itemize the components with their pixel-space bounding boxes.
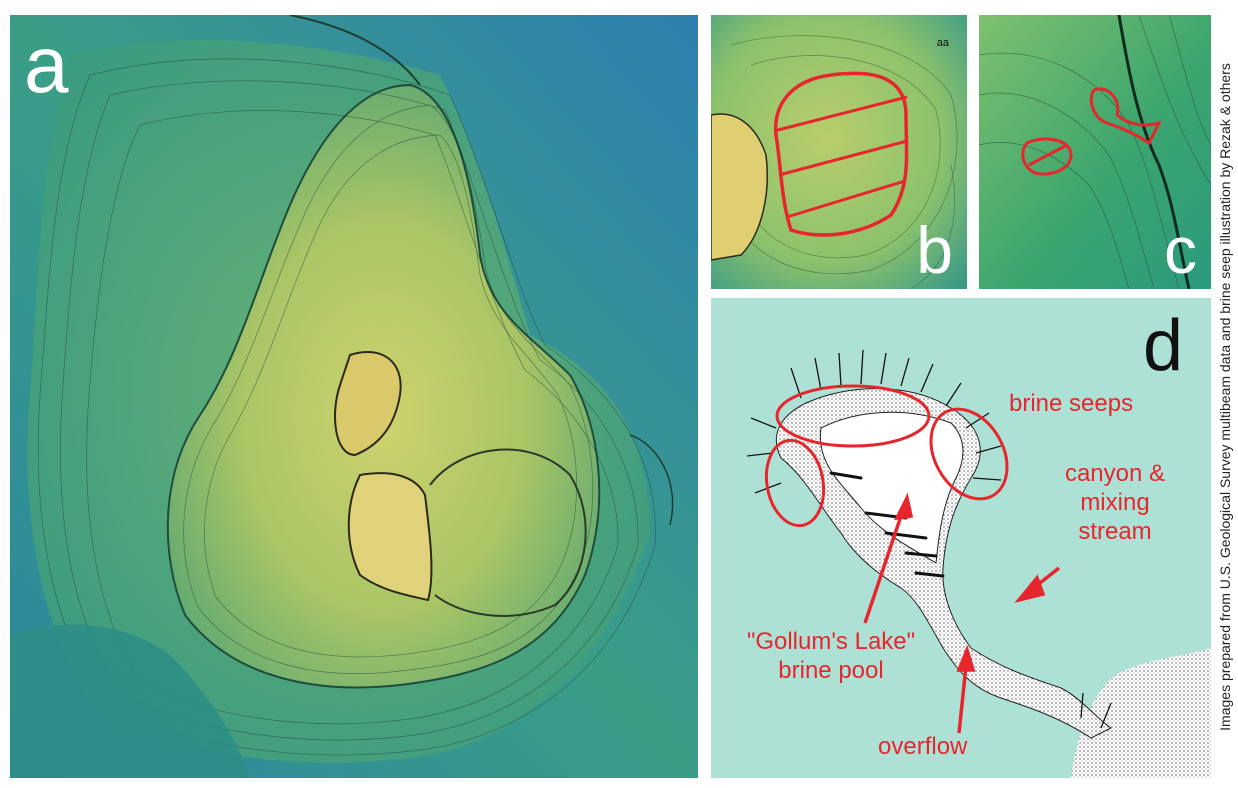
east-channel — [629, 434, 674, 526]
seep-circle-left — [764, 438, 826, 528]
panel-b-pool-closeup: aa b — [711, 15, 967, 289]
panel-c-letter: c — [1164, 213, 1197, 287]
label-canyon-line-1: canyon & — [1064, 460, 1166, 487]
panel-c-upper-outline — [1089, 87, 1162, 146]
pool-depression-rim — [429, 448, 587, 617]
image-credit-text: Images prepared from U.S. Geological Sur… — [1217, 62, 1233, 731]
label-canyon-line-3: stream — [1078, 517, 1152, 545]
north-scarp — [289, 15, 421, 86]
panel-b-pool-outline — [773, 71, 909, 237]
seafloor-stippled — [1071, 648, 1211, 778]
panel-c-lower-hatch — [1028, 143, 1068, 167]
panel-c-canyon-closeup: c — [979, 15, 1211, 289]
brine-pool-surface — [819, 411, 964, 564]
seep-circle-top — [775, 384, 931, 448]
panel-b-letter: b — [916, 213, 953, 287]
panel-c-canyon-wall — [1117, 15, 1191, 289]
rocky-outcrop-upper — [334, 350, 402, 457]
label-canyon-mixing-stream: canyon & mixing stream — [1035, 460, 1195, 546]
brine-pool-illustration — [711, 298, 1211, 778]
contour-lines — [37, 58, 656, 756]
panel-b-contours — [720, 35, 958, 289]
label-gollum-line-1: "Gollum's Lake" — [746, 628, 916, 655]
image-credit: Images prepared from U.S. Geological Sur… — [1214, 15, 1236, 778]
bathymetry-map-a — [10, 15, 698, 778]
panel-d-brine-seep-illustration: d brine seeps canyon & mixing stream "Go… — [711, 298, 1211, 778]
label-overflow: overflow — [878, 733, 968, 760]
panel-c-contours — [979, 15, 1211, 289]
panel-d-letter: d — [1142, 306, 1183, 386]
panel-c-lower-outline — [1021, 137, 1073, 176]
label-gollums-lake: "Gollum's Lake" brine pool — [711, 628, 961, 686]
label-brine-seeps: brine seeps — [1009, 390, 1134, 417]
panel-a-bathymetry-overview: a — [10, 15, 698, 778]
label-canyon-line-2: mixing — [1080, 488, 1150, 516]
seep-circle-right — [929, 407, 1009, 501]
panel-b-outcrop — [711, 113, 769, 261]
label-gollum-line-2: brine pool — [778, 656, 884, 684]
bathymetry-map-b — [711, 15, 967, 289]
panel-b-tiny-label: aa — [936, 37, 949, 49]
southwest-ridge — [10, 624, 250, 778]
rocky-outcrop-lower — [347, 472, 433, 602]
bathymetry-map-c — [979, 15, 1211, 289]
panel-a-letter: a — [24, 20, 69, 109]
panel-b-hatch-lines — [773, 95, 908, 219]
annotation-arrows — [863, 492, 1061, 734]
panel-c-background — [979, 15, 1211, 289]
